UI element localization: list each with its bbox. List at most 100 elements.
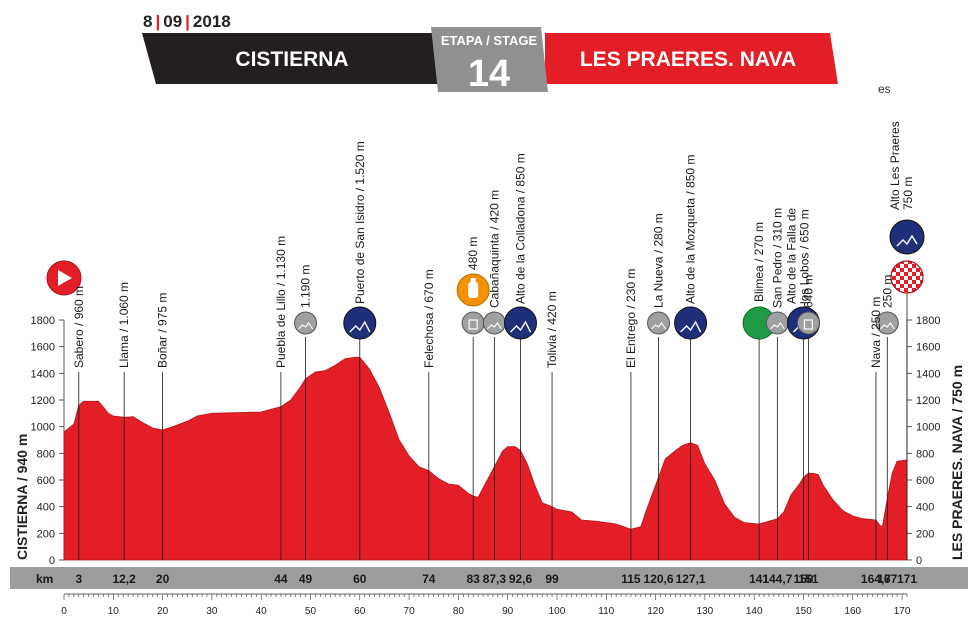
point-label: 640 m bbox=[801, 275, 815, 308]
km-mark-label: 60 bbox=[353, 572, 367, 586]
y-tick-label-left: 400 bbox=[37, 502, 55, 514]
point-label: Alto Les Praeres750 m bbox=[888, 121, 915, 210]
trash-zone-icon bbox=[796, 311, 820, 335]
point-label: San Pedro / 310 m bbox=[770, 208, 784, 308]
point-label: Alto de la Falla delos Lobos / 650 m bbox=[784, 208, 811, 304]
mountain-icon bbox=[769, 322, 785, 330]
km-mark-label: 20 bbox=[156, 572, 170, 586]
x-tick-label: 170 bbox=[894, 606, 911, 617]
x-tick-label: 0 bbox=[61, 606, 67, 617]
point-label: Tolivia / 420 m bbox=[545, 291, 559, 368]
cat1-climb-icon bbox=[504, 306, 538, 340]
km-mark-label: 150 bbox=[793, 572, 813, 586]
y-tick-label-left: 1800 bbox=[31, 315, 55, 327]
cat1-climb-icon bbox=[889, 219, 925, 255]
y-tick-label-right: 800 bbox=[916, 448, 934, 460]
point-label-line: Alto de la Falla de bbox=[784, 208, 798, 304]
km-mark-label: 74 bbox=[422, 572, 436, 586]
point-label: Puebla de Lillo / 1.130 m bbox=[274, 236, 288, 368]
stage-number-box bbox=[431, 27, 548, 92]
point-label: Felechosa / 670 m bbox=[422, 269, 436, 368]
bottle-icon bbox=[468, 282, 479, 298]
y-tick-label-right: 600 bbox=[916, 475, 934, 487]
cat1-climb-icon bbox=[674, 306, 708, 340]
point-label: Nava / 250 m bbox=[869, 297, 883, 368]
km-bar-marks: 3 12,2 20 44 49 60 74 83 87,3 92,6 99 115 120,6 127,1… bbox=[75, 572, 917, 586]
km-mark-label: 83 bbox=[466, 572, 480, 586]
x-tick-label: 80 bbox=[453, 606, 465, 617]
mountain-icon bbox=[298, 322, 314, 330]
mountain-icon bbox=[510, 320, 532, 333]
point-label: Llama / 1.060 m bbox=[117, 282, 131, 368]
km-mark-label: 151 bbox=[798, 572, 818, 586]
start-city-name: CISTIERNA bbox=[235, 48, 348, 71]
mountain-icon bbox=[680, 320, 702, 333]
cat2-climb-icon bbox=[343, 306, 377, 340]
point-label: Boñar / 975 m bbox=[156, 293, 170, 368]
point-label: Cabañaquinta / 420 m bbox=[487, 190, 501, 308]
km-bar-label: km bbox=[36, 572, 53, 586]
stage-label: ETAPA / STAGE bbox=[441, 33, 538, 48]
mountain-icon bbox=[896, 234, 918, 247]
y-tick-label-right: 1800 bbox=[916, 315, 940, 327]
y-tick-label-left: 1200 bbox=[31, 395, 55, 407]
y-tick-label-left: 1600 bbox=[31, 342, 55, 354]
date-year: 2018 bbox=[193, 12, 231, 31]
km-mark-label: 115 bbox=[621, 572, 641, 586]
point-label: 250 m bbox=[880, 275, 894, 308]
header: 8 | 09 | 2018 CISTIERNA LES PRAERES. NAVA ET… bbox=[142, 12, 891, 96]
x-tick-label: 100 bbox=[549, 606, 566, 617]
point-label: 1.190 m bbox=[299, 265, 313, 308]
finish-city-banner bbox=[545, 33, 838, 84]
point-label: Blimea / 270 m bbox=[752, 222, 766, 302]
km-mark-label: 99 bbox=[545, 572, 559, 586]
cp-climb-icon bbox=[294, 311, 318, 335]
y-tick-label-left: 0 bbox=[49, 555, 55, 567]
start-side-label: CISTIERNA / 940 m bbox=[14, 434, 30, 560]
x-tick-label: 140 bbox=[746, 606, 763, 617]
cp-climb-icon bbox=[647, 311, 671, 335]
x-tick-label: 120 bbox=[647, 606, 664, 617]
point-label: 480 m bbox=[466, 237, 480, 270]
date-sep-2: | bbox=[185, 12, 190, 31]
point-label-line: 750 m bbox=[901, 177, 915, 210]
x-tick-label: 90 bbox=[502, 606, 514, 617]
point-icons bbox=[46, 219, 925, 340]
date-month: 09 bbox=[163, 12, 182, 31]
point-labels: Sabero / 960 m Llama / 1.060 m Boñar / 975… bbox=[72, 121, 915, 368]
y-tick-label-right: 1600 bbox=[916, 342, 940, 354]
km-mark-label: 49 bbox=[299, 572, 313, 586]
km-mark-label: 3 bbox=[75, 572, 82, 586]
x-tick-label: 130 bbox=[697, 606, 714, 617]
y-tick-label-left: 1000 bbox=[31, 422, 55, 434]
stage-number: 14 bbox=[468, 53, 510, 95]
x-axis: 0 10 20 30 40 50 60 70 80 90 100 110 120 130 140 150 160… bbox=[61, 593, 911, 617]
km-mark-label: 87,3 bbox=[483, 572, 507, 586]
trash-zone-icon bbox=[461, 311, 485, 335]
point-label: Sabero / 960 m bbox=[72, 286, 86, 368]
km-mark-label: 171 bbox=[897, 572, 917, 586]
x-tick-label: 40 bbox=[256, 606, 268, 617]
corner-tag: es bbox=[878, 82, 891, 96]
point-label: Puerto de San Isidro / 1.520 m bbox=[353, 141, 367, 304]
point-lines bbox=[78, 291, 908, 560]
km-bar-background bbox=[10, 567, 968, 589]
km-mark-label: 92,6 bbox=[509, 572, 533, 586]
km-mark-label: 167 bbox=[877, 572, 897, 586]
cp-climb-icon bbox=[482, 311, 506, 335]
mountain-icon bbox=[651, 322, 666, 330]
y-tick-label-right: 200 bbox=[916, 528, 934, 540]
start-arrow-icon bbox=[58, 270, 72, 286]
y-tick-label-right: 1200 bbox=[916, 395, 940, 407]
cp-climb-icon bbox=[765, 311, 789, 335]
x-tick-label: 70 bbox=[404, 606, 416, 617]
x-tick-label: 50 bbox=[305, 606, 317, 617]
bin-icon bbox=[468, 319, 478, 330]
y-tick-label-left: 800 bbox=[37, 448, 55, 460]
km-mark-label: 12,2 bbox=[112, 572, 136, 586]
y-tick-label-right: 1000 bbox=[916, 422, 940, 434]
x-tick-label: 30 bbox=[206, 606, 218, 617]
bottle-cap-icon bbox=[470, 278, 476, 282]
x-tick-label: 110 bbox=[598, 606, 614, 617]
point-label: El Entrego / 230 m bbox=[624, 269, 638, 368]
